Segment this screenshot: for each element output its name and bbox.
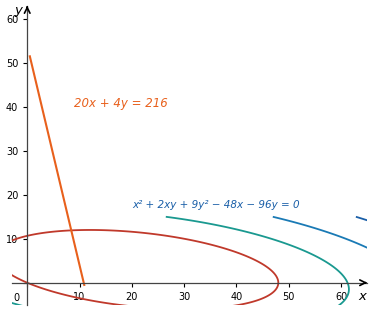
Text: x: x: [358, 290, 366, 303]
Text: y: y: [14, 4, 22, 17]
Text: 0: 0: [14, 293, 20, 303]
Text: x² + 2xy + 9y² − 48x − 96y = 0: x² + 2xy + 9y² − 48x − 96y = 0: [132, 200, 299, 210]
Text: 20x + 4y = 216: 20x + 4y = 216: [74, 97, 168, 110]
